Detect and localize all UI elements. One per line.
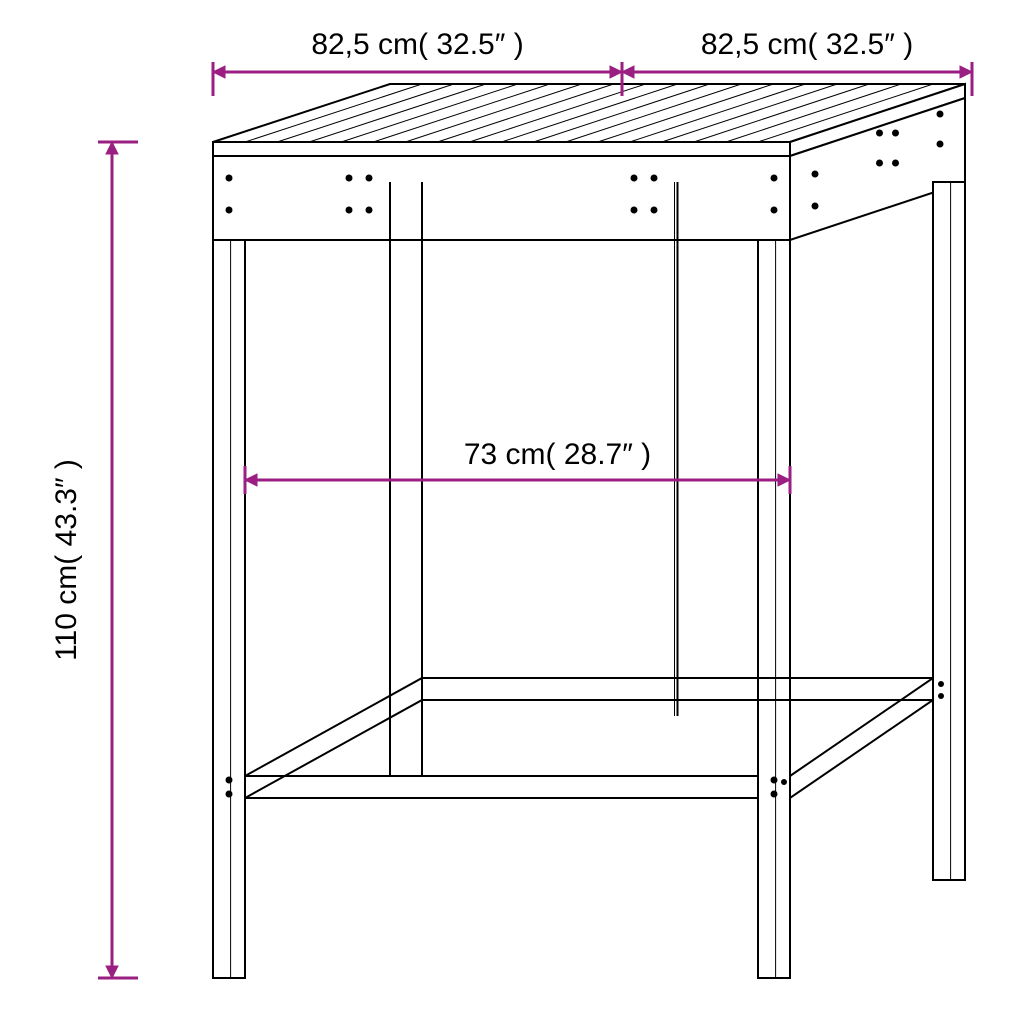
inner-width-label: 73 cm( 28.7″ ) bbox=[464, 438, 651, 471]
depth-label: 82,5 cm( 32.5″ ) bbox=[701, 28, 913, 61]
width-label: 82,5 cm( 32.5″ ) bbox=[311, 28, 523, 61]
height-label: 110 cm( 43.3″ ) bbox=[50, 459, 83, 661]
